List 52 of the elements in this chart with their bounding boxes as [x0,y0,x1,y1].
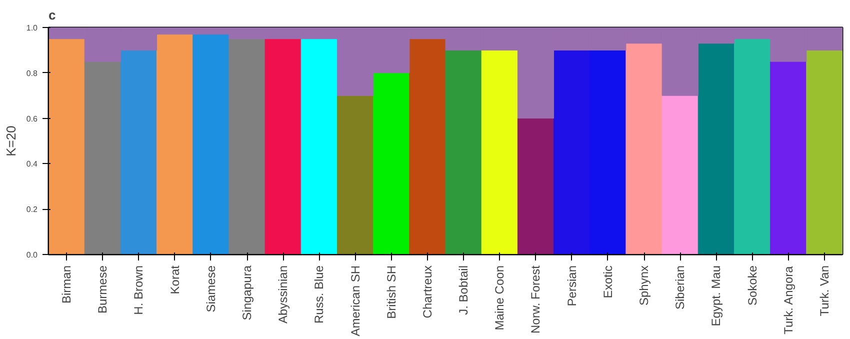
bar [590,50,626,254]
chart-title: c [48,8,56,22]
y-tick-label: 0.4 [26,160,38,169]
y-tick-label: 1.0 [26,24,38,32]
y-tick-label: 0.8 [26,68,38,78]
x-tick-label: Turk. Angora [781,266,796,334]
x-tick-label: J. Bobtail [456,266,471,315]
bar [120,50,158,254]
bar [300,38,338,254]
bar [409,38,446,254]
x-tick-label: Sokoke [745,265,760,306]
bar [554,50,590,254]
x-tick-label: Egypt. Mau [709,265,724,326]
bar [156,34,194,254]
x-tick-label: Maine Coon [492,265,507,330]
bar [48,38,85,254]
bar [192,34,230,254]
x-tick-label: Burmese [96,265,110,314]
bar [445,50,482,254]
x-tick-label: Norw. Forest [528,264,543,334]
x-tick-label: Persian [564,266,579,306]
bar [373,72,410,254]
x-tick-label: Siberian [673,265,688,310]
x-tick-label: Sphynx [637,265,651,306]
x-tick-label: Exotic [600,265,615,298]
bar [770,61,807,254]
bar [481,50,518,254]
x-tick-label: Turk. Van [817,265,832,316]
x-tick-label: American SH [348,266,362,336]
x-tick-label: Abyssinian [276,266,290,324]
x-tick-label: Singapura [240,265,254,320]
bar [264,38,302,254]
y-tick-label: 0.0 [26,250,38,260]
x-tick-label: Siamese [204,265,218,312]
bar [228,38,266,254]
bar [806,50,842,254]
y-tick-label: 0.6 [26,114,38,124]
x-tick-label: Korat [168,264,182,294]
y-axis-title: K=20 [3,126,18,156]
y-tick-label: 0.2 [26,205,38,214]
bar [336,95,374,254]
bar [698,43,734,254]
bar [662,95,698,254]
bar [84,61,121,254]
bar [626,43,662,254]
bar [734,38,771,254]
x-tick-label: Russ. Blue [312,265,326,324]
x-tick-label: H. Brown [132,265,146,315]
bar [517,118,554,254]
x-tick-label: Birman [60,265,74,304]
x-tick-label: British SH [384,266,398,319]
x-tick-label: Chartreux [420,266,434,318]
